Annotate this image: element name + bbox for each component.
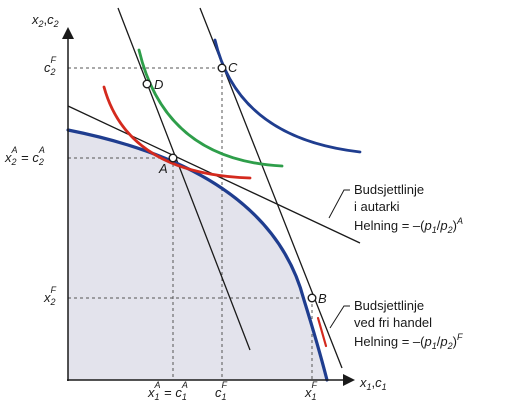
free-trade-line1: Budsjettlinje	[354, 298, 424, 313]
point-C-label: C	[228, 60, 238, 75]
autarky-annotation: Budsjettlinje i autarki Helning = –(p1/p…	[354, 182, 463, 235]
autarky-line2: i autarki	[354, 199, 400, 214]
y-axis-label: x2,c2	[31, 12, 59, 29]
tick-x2F: x2F	[43, 285, 57, 307]
tick-x2A-c2A: x2A = c2A	[4, 145, 45, 167]
free-trade-line2: ved fri handel	[354, 315, 432, 330]
production-set-area	[68, 130, 327, 380]
indifference-curve-low	[102, 85, 252, 180]
tick-x1F: x1F	[304, 380, 318, 400]
tick-x1A-c1A: x1A = c1A	[147, 380, 188, 400]
x-axis-label: x1,c1	[359, 375, 387, 392]
point-C-marker	[217, 63, 227, 73]
point-B-label: B	[318, 291, 327, 306]
point-A-marker	[168, 153, 178, 163]
axes	[62, 27, 355, 386]
free-trade-left-line	[117, 7, 251, 351]
point-A-label: A	[158, 161, 168, 176]
point-D-label: D	[154, 77, 163, 92]
free-trade-annotation: Budsjettlinje ved fri handel Helning = –…	[354, 298, 463, 351]
autarky-slope: Helning = –(p1/p2)A	[354, 216, 463, 235]
free-trade-slope: Helning = –(p1/p2)F	[354, 332, 463, 351]
free-trade-callout-leader	[329, 305, 350, 329]
point-markers	[142, 63, 317, 303]
autarky-callout-leader	[328, 189, 350, 219]
tick-c2F: c2F	[44, 55, 57, 77]
guide-lines	[68, 67, 313, 380]
indifference-curve-high	[213, 38, 362, 154]
point-D-marker	[142, 79, 152, 89]
point-B-marker	[307, 293, 317, 303]
free-trade-trade-segment	[316, 316, 328, 348]
tick-c1F: c1F	[215, 380, 228, 400]
indifference-curve-mid	[137, 48, 284, 168]
autarky-line1: Budsjettlinje	[354, 182, 424, 197]
